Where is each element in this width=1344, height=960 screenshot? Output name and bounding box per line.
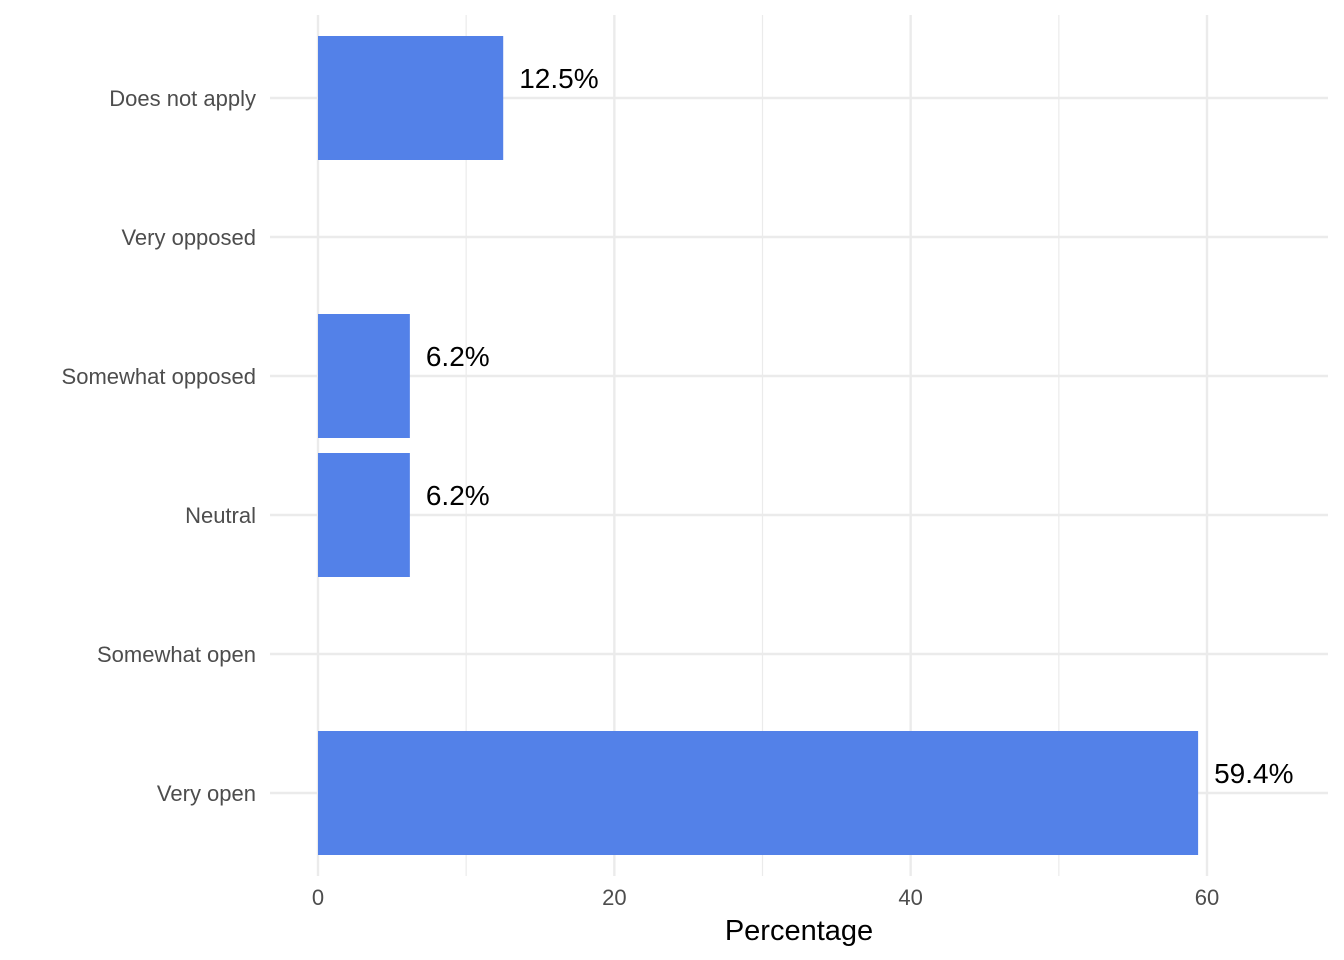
x-axis: 0 20 40 60 xyxy=(312,885,1219,910)
data-label: 6.2% xyxy=(426,341,490,372)
x-tick-label: 20 xyxy=(602,885,626,910)
y-tick-label: Does not apply xyxy=(109,86,256,111)
x-tick-label: 40 xyxy=(898,885,922,910)
bar xyxy=(318,453,410,577)
bar xyxy=(318,314,410,438)
x-tick-label: 60 xyxy=(1195,885,1219,910)
bars xyxy=(318,36,1199,855)
bar xyxy=(318,36,504,160)
bar xyxy=(318,731,1199,855)
x-axis-title: Percentage xyxy=(725,915,873,947)
y-axis: Does not apply Very opposed Somewhat oppos… xyxy=(62,86,256,806)
data-label: 59.4% xyxy=(1214,758,1293,789)
y-tick-label: Neutral xyxy=(185,503,256,528)
data-label: 6.2% xyxy=(426,480,490,511)
data-label: 12.5% xyxy=(519,63,598,94)
y-tick-label: Somewhat open xyxy=(97,642,256,667)
y-tick-label: Somewhat opposed xyxy=(62,364,256,389)
data-labels: 12.5% 6.2% 6.2% 59.4% xyxy=(426,63,1294,789)
y-tick-label: Very open xyxy=(157,781,256,806)
y-tick-label: Very opposed xyxy=(121,225,256,250)
x-tick-label: 0 xyxy=(312,885,324,910)
